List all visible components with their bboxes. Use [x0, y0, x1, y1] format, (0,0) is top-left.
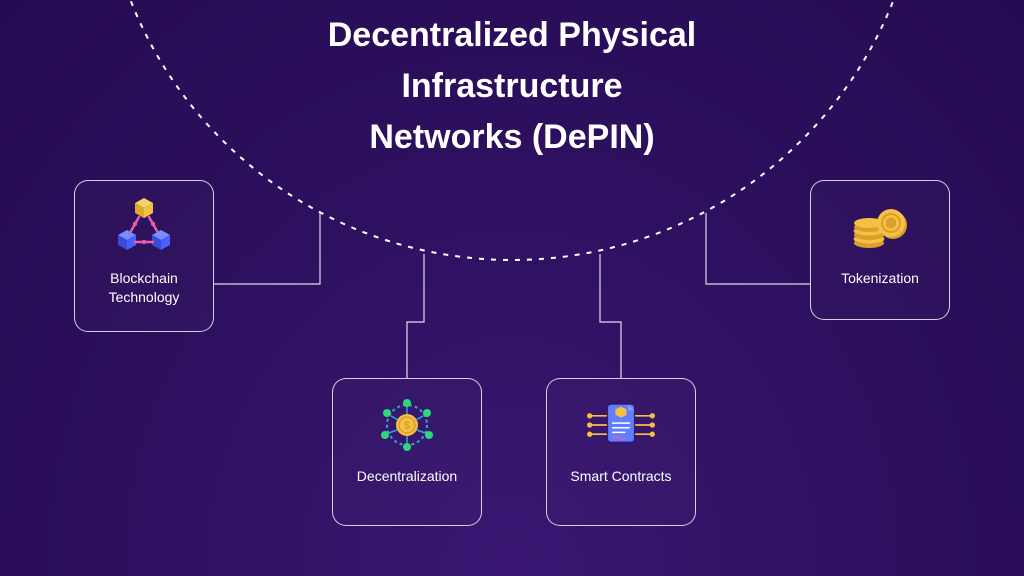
card-decentralization: $ Decentralization — [332, 378, 482, 526]
card-label: BlockchainTechnology — [109, 269, 180, 307]
decentralization-icon: $ — [372, 393, 442, 457]
blockchain-icon — [109, 195, 179, 259]
card-label: Smart Contracts — [570, 467, 671, 486]
title-line-1: Decentralized Physical — [328, 16, 697, 54]
card-label: Tokenization — [841, 269, 919, 288]
svg-text:$: $ — [404, 420, 410, 432]
title-line-2: Infrastructure — [401, 67, 622, 105]
card-blockchain: BlockchainTechnology — [74, 180, 214, 332]
card-smart-contracts: Smart Contracts — [546, 378, 696, 526]
main-title: Decentralized Physical Infrastructure Ne… — [232, 10, 792, 163]
card-label: Decentralization — [357, 467, 457, 486]
smart-contracts-icon — [586, 393, 656, 457]
title-line-3: Networks (DePIN) — [369, 118, 654, 156]
tokenization-icon — [845, 195, 915, 259]
card-tokenization: Tokenization — [810, 180, 950, 320]
